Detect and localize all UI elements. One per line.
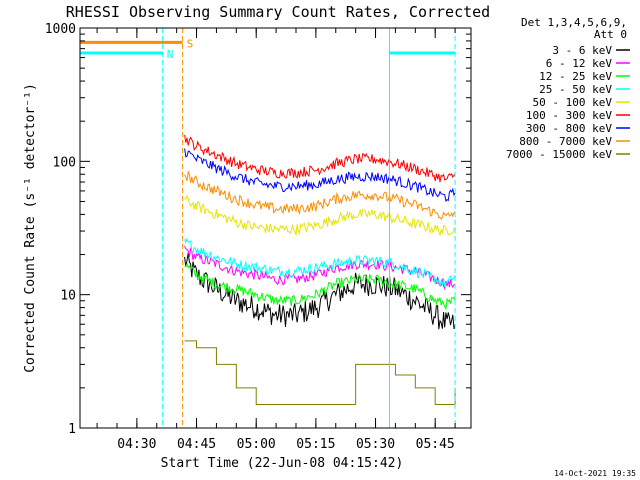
flag-label: S <box>187 37 194 50</box>
legend-label: 7000 - 15000 keV <box>506 148 612 161</box>
x-tick-label: 04:45 <box>177 437 216 452</box>
legend-label: 12 - 25 keV <box>539 70 612 83</box>
y-tick-label: 100 <box>53 155 76 170</box>
chart-title: RHESSI Observing Summary Count Rates, Co… <box>66 3 490 21</box>
series-layer <box>184 134 456 406</box>
series-line <box>184 148 456 202</box>
y-tick-label: 1000 <box>45 22 76 37</box>
flag-label: N <box>167 48 174 61</box>
legend-header-line-2: Att 0 <box>594 28 627 41</box>
x-tick-label: 05:00 <box>237 437 276 452</box>
series-line <box>184 262 456 311</box>
x-tick-label: 04:30 <box>117 437 156 452</box>
x-axis: 04:30 04:45 05:00 05:15 05:30 05:45 <box>96 28 456 452</box>
series-line <box>184 253 456 330</box>
y-axis: 1 10 100 1000 <box>45 22 471 437</box>
legend-label: 800 - 7000 keV <box>519 135 612 148</box>
legend-label: 3 - 6 keV <box>552 44 612 57</box>
legend-header-line-1: Det 1,3,4,5,6,9, <box>521 16 627 29</box>
x-tick-label: 05:30 <box>356 437 395 452</box>
legend-label: 100 - 300 keV <box>526 109 612 122</box>
series-line <box>184 170 456 220</box>
x-tick-label: 05:15 <box>296 437 335 452</box>
plot-frame <box>79 27 472 429</box>
x-tick-label: 05:45 <box>416 437 455 452</box>
legend-label: 25 - 50 keV <box>539 83 612 96</box>
series-line <box>184 340 456 406</box>
plot-area: SN <box>79 27 472 429</box>
y-tick-label: 1 <box>68 422 76 437</box>
legend-label: 6 - 12 keV <box>546 57 613 70</box>
series-line <box>184 194 456 237</box>
series-line <box>184 237 456 288</box>
x-axis-label: Start Time (22-Jun-08 04:15:42) <box>161 456 404 471</box>
y-axis-label: Corrected Count Rate (s⁻¹ detector⁻¹) <box>23 83 38 373</box>
render-timestamp: 14-Oct-2021 19:35 <box>554 469 636 478</box>
legend-label: 300 - 800 keV <box>526 122 612 135</box>
flag-layer: SN <box>80 37 456 61</box>
series-line <box>184 134 456 183</box>
legend-label: 50 - 100 keV <box>533 96 613 109</box>
y-tick-label: 10 <box>60 289 76 304</box>
